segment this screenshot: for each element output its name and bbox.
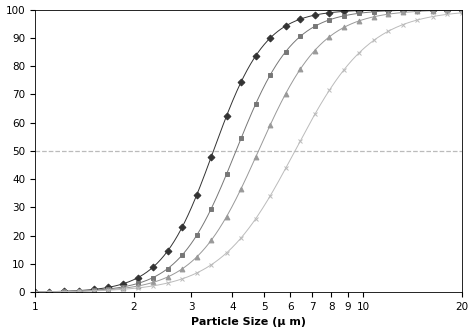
- X-axis label: Particle Size (μ m): Particle Size (μ m): [191, 317, 306, 327]
